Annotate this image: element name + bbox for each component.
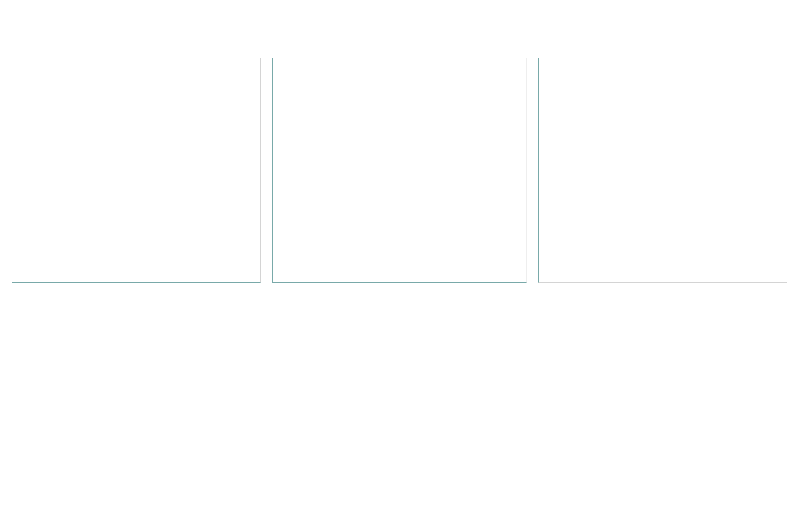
empty-panel-center <box>272 58 527 283</box>
empty-panel-right <box>538 58 787 283</box>
empty-panel-left <box>12 58 261 283</box>
